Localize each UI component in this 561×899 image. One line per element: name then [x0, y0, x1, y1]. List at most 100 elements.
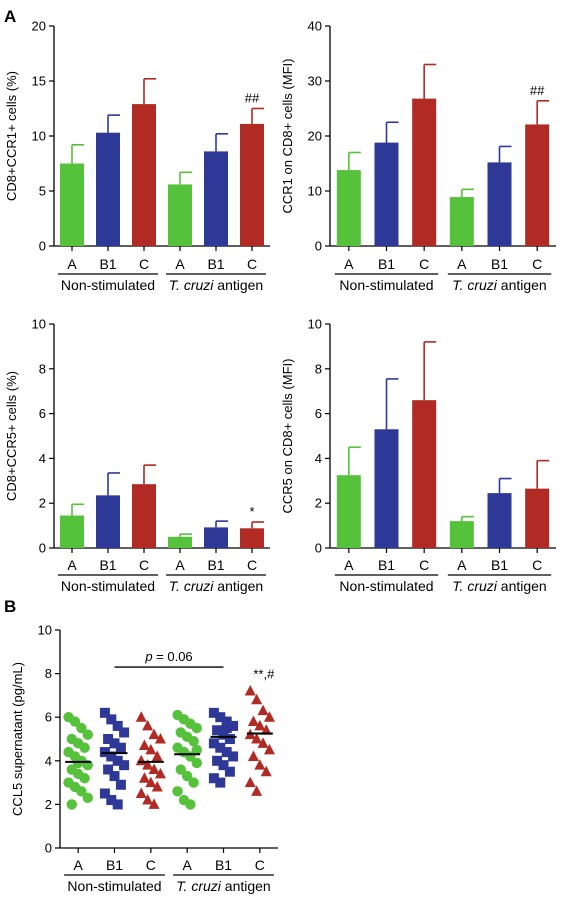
bar: [240, 123, 264, 246]
category-label: A: [73, 857, 83, 873]
data-point: [135, 754, 147, 766]
bar: [449, 521, 474, 548]
data-point: [82, 729, 93, 740]
y-tick-label: 8: [39, 361, 46, 376]
data-point: [115, 742, 126, 753]
chart-0: 0 5 10 15 20 CD8+CCR1+ cells (%) A B1 C A B1 C Non-s…: [4, 19, 270, 293]
category-label: B1: [491, 256, 508, 272]
data-point: [115, 779, 126, 790]
y-axis-label: CCL5 supernatant (pg/mL): [10, 662, 25, 816]
data-point: [221, 716, 232, 727]
data-point: [145, 776, 157, 788]
y-tick-label: 0: [45, 841, 52, 856]
category-label: A: [344, 557, 354, 573]
bar: [449, 197, 474, 246]
data-point: [142, 794, 154, 805]
bar: [374, 429, 399, 548]
group-label: Non-stimulated: [61, 277, 155, 293]
category-label: A: [175, 557, 185, 573]
bar: [336, 170, 361, 246]
data-point: [212, 725, 223, 736]
y-tick-label: 0: [315, 239, 322, 254]
bar: [204, 151, 228, 246]
category-label: A: [344, 256, 354, 272]
bar: [60, 163, 84, 246]
p-value-label: p = 0.06: [144, 649, 192, 664]
data-point: [185, 799, 196, 810]
y-tick-label: 10: [308, 184, 322, 199]
bar: [240, 528, 264, 548]
bar: [525, 124, 550, 246]
y-axis-label: CCR5 on CD8+ cells (MFI): [280, 359, 295, 514]
data-point: [191, 722, 202, 734]
group-label: T. cruzi antigen: [169, 277, 263, 293]
data-point: [99, 707, 110, 718]
data-point: [221, 723, 232, 734]
data-point: [151, 780, 163, 792]
group-label: T. cruzi antigen: [169, 578, 263, 594]
data-point: [148, 763, 160, 775]
category-label: B1: [207, 557, 224, 573]
data-point: [109, 738, 120, 749]
group-label: T. cruzi antigen: [452, 578, 546, 594]
data-point: [172, 786, 183, 797]
data-point: [263, 743, 275, 755]
data-point: [251, 693, 263, 705]
y-tick-label: 2: [39, 496, 46, 511]
data-point: [154, 733, 166, 744]
y-tick-label: 15: [32, 74, 46, 89]
data-point: [99, 788, 110, 799]
data-point: [138, 739, 150, 751]
category-label: C: [419, 557, 429, 573]
data-point: [79, 773, 90, 784]
group-label: T. cruzi antigen: [176, 878, 270, 894]
category-label: B1: [99, 557, 116, 573]
y-tick-label: 8: [45, 666, 52, 681]
data-point: [191, 757, 202, 769]
y-tick-label: 4: [39, 451, 46, 466]
bar: [374, 142, 399, 246]
data-point: [224, 766, 235, 777]
data-point: [251, 733, 263, 744]
data-point: [66, 799, 77, 810]
bar: [96, 495, 120, 548]
y-tick-label: 40: [308, 19, 322, 34]
data-point: [142, 759, 154, 770]
data-point: [112, 799, 123, 810]
data-point: [254, 759, 266, 770]
data-point: [244, 776, 256, 788]
data-point: [228, 720, 239, 731]
y-axis-label: CD8+CCR1+ cells (%): [4, 71, 19, 201]
category-label: C: [255, 857, 265, 873]
group-label: T. cruzi antigen: [452, 277, 546, 293]
category-label: C: [419, 256, 429, 272]
data-point: [106, 714, 117, 725]
data-point: [148, 728, 160, 740]
bar: [412, 400, 437, 548]
y-tick-label: 5: [39, 184, 46, 199]
data-point: [69, 716, 81, 727]
panel-label-a: A: [4, 7, 16, 26]
data-point: [154, 767, 166, 779]
y-tick-label: 2: [315, 496, 322, 511]
category-label: A: [175, 256, 185, 272]
data-point: [257, 704, 269, 716]
data-point: [135, 711, 147, 722]
y-tick-label: 0: [39, 239, 46, 254]
data-point: [188, 777, 199, 788]
data-point: [145, 743, 157, 755]
data-point: [112, 755, 123, 766]
y-tick-label: 6: [39, 406, 46, 421]
data-point: [215, 712, 226, 723]
bar: [60, 515, 84, 548]
y-tick-label: 0: [315, 541, 322, 556]
y-tick-label: 8: [315, 361, 322, 376]
bar: [525, 488, 550, 548]
y-axis-label: CCR1 on CD8+ cells (MFI): [280, 59, 295, 214]
bar: [132, 484, 156, 548]
group-label: Non-stimulated: [339, 277, 433, 293]
data-point: [212, 755, 223, 766]
data-point: [82, 792, 93, 804]
